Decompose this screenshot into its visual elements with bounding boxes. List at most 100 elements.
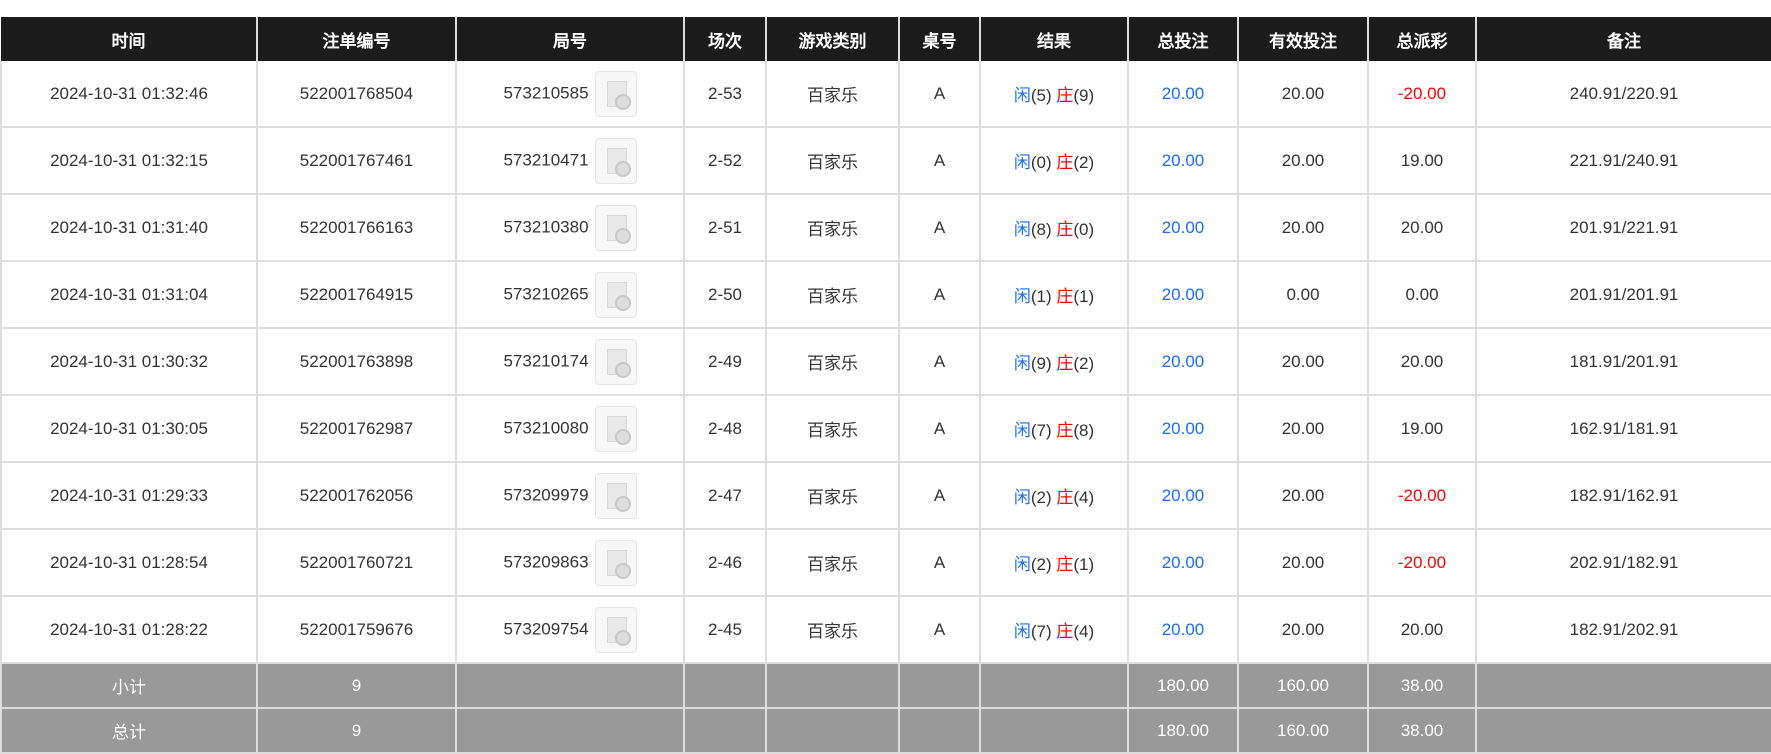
video-file-icon[interactable] bbox=[594, 405, 637, 452]
valid-bet-cell: 20.00 bbox=[1237, 194, 1369, 262]
player-label: 闲 bbox=[1013, 622, 1031, 641]
video-file-icon[interactable] bbox=[594, 606, 637, 653]
video-file-icon[interactable] bbox=[594, 137, 637, 184]
table-cell: A bbox=[898, 462, 981, 530]
header-row: 时间 注单编号 局号 场次 游戏类别 桌号 结果 总投注 有效投注 总派彩 备注 bbox=[1, 17, 1771, 61]
total-bet-cell: 20.00 bbox=[1127, 328, 1239, 396]
player-score: (8) bbox=[1030, 220, 1052, 239]
player-label: 闲 bbox=[1013, 555, 1031, 574]
session-cell: 2-50 bbox=[683, 261, 767, 329]
bet-id-cell: 522001764915 bbox=[256, 261, 457, 329]
player-label: 闲 bbox=[1013, 86, 1031, 105]
table-row: 2024-10-31 01:31:04 522001764915 5732102… bbox=[0, 261, 1771, 329]
video-file-icon[interactable] bbox=[594, 70, 637, 117]
banker-label: 庄 bbox=[1056, 421, 1074, 440]
valid-bet-cell: 20.00 bbox=[1237, 529, 1369, 597]
total-bet-cell: 20.00 bbox=[1127, 194, 1239, 262]
subtotal-row: 小计 9 180.00 160.00 38.00 bbox=[0, 663, 1771, 709]
total-bet-cell: 20.00 bbox=[1127, 261, 1239, 329]
banker-label: 庄 bbox=[1056, 86, 1074, 105]
result-cell: 闲(7) 庄(4) bbox=[979, 596, 1129, 664]
table-cell: A bbox=[898, 328, 981, 396]
table-row: 2024-10-31 01:30:05 522001762987 5732100… bbox=[0, 395, 1771, 463]
payout-cell: 20.00 bbox=[1367, 194, 1477, 262]
video-file-icon[interactable] bbox=[594, 204, 637, 251]
player-score: (0) bbox=[1030, 153, 1052, 172]
banker-score: (1) bbox=[1073, 287, 1095, 306]
bet-id-cell: 522001766163 bbox=[256, 194, 457, 262]
round-cell: 573210471 bbox=[455, 127, 685, 195]
note-cell: 240.91/220.91 bbox=[1475, 61, 1771, 128]
banker-label: 庄 bbox=[1056, 354, 1074, 373]
valid-bet-cell: 0.00 bbox=[1237, 261, 1369, 329]
result-cell: 闲(2) 庄(4) bbox=[979, 462, 1129, 530]
player-label: 闲 bbox=[1013, 153, 1031, 172]
table-row: 2024-10-31 01:32:46 522001768504 5732105… bbox=[0, 61, 1771, 128]
banker-score: (0) bbox=[1073, 220, 1095, 239]
player-label: 闲 bbox=[1013, 287, 1031, 306]
total-label: 总计 bbox=[0, 708, 258, 754]
note-cell: 162.91/181.91 bbox=[1475, 395, 1771, 463]
round-cell: 573210174 bbox=[455, 328, 685, 396]
bet-history-table: 时间 注单编号 局号 场次 游戏类别 桌号 结果 总投注 有效投注 总派彩 备注 2024-10-3… bbox=[0, 17, 1771, 754]
table-cell: A bbox=[898, 127, 981, 195]
session-cell: 2-49 bbox=[683, 328, 767, 396]
round-cell: 573209754 bbox=[455, 596, 685, 664]
time-cell: 2024-10-31 01:32:46 bbox=[0, 61, 258, 128]
time-cell: 2024-10-31 01:31:40 bbox=[0, 194, 258, 262]
valid-bet-cell: 20.00 bbox=[1237, 462, 1369, 530]
note-cell: 182.91/202.91 bbox=[1475, 596, 1771, 664]
player-score: (1) bbox=[1030, 287, 1052, 306]
player-score: (2) bbox=[1030, 555, 1052, 574]
total-total-bet: 180.00 bbox=[1127, 708, 1239, 754]
valid-bet-cell: 20.00 bbox=[1237, 395, 1369, 463]
result-cell: 闲(7) 庄(8) bbox=[979, 395, 1129, 463]
column-header: 局号 bbox=[456, 17, 685, 61]
table-cell: A bbox=[898, 596, 981, 664]
subtotal-payout: 38.00 bbox=[1367, 663, 1477, 709]
banker-score: (2) bbox=[1073, 354, 1095, 373]
round-number: 573210174 bbox=[503, 350, 589, 370]
result-cell: 闲(2) 庄(1) bbox=[979, 529, 1129, 597]
video-file-icon[interactable] bbox=[594, 271, 637, 318]
round-number: 573210265 bbox=[503, 283, 589, 303]
table-row: 2024-10-31 01:31:40 522001766163 5732103… bbox=[0, 194, 1771, 262]
banker-label: 庄 bbox=[1056, 220, 1074, 239]
note-cell: 221.91/240.91 bbox=[1475, 127, 1771, 195]
game-cell: 百家乐 bbox=[765, 395, 900, 463]
player-score: (7) bbox=[1030, 421, 1052, 440]
round-cell: 573210585 bbox=[455, 61, 685, 128]
table-row: 2024-10-31 01:28:22 522001759676 5732097… bbox=[0, 596, 1771, 664]
time-cell: 2024-10-31 01:28:22 bbox=[0, 596, 258, 664]
game-cell: 百家乐 bbox=[765, 127, 900, 195]
time-cell: 2024-10-31 01:30:32 bbox=[0, 328, 258, 396]
video-file-icon[interactable] bbox=[594, 472, 637, 519]
table-row: 2024-10-31 01:32:15 522001767461 5732104… bbox=[0, 127, 1771, 195]
video-file-icon[interactable] bbox=[594, 539, 637, 586]
table-cell: A bbox=[898, 395, 981, 463]
banker-score: (8) bbox=[1073, 421, 1095, 440]
player-label: 闲 bbox=[1013, 421, 1031, 440]
table-cell: A bbox=[898, 261, 981, 329]
payout-cell: 20.00 bbox=[1367, 596, 1477, 664]
subtotal-total-bet: 180.00 bbox=[1127, 663, 1239, 709]
session-cell: 2-46 bbox=[683, 529, 767, 597]
session-cell: 2-51 bbox=[683, 194, 767, 262]
column-header: 结果 bbox=[980, 17, 1129, 61]
video-file-icon[interactable] bbox=[594, 338, 637, 385]
total-count: 9 bbox=[256, 708, 457, 754]
time-cell: 2024-10-31 01:31:04 bbox=[0, 261, 258, 329]
round-number: 573210380 bbox=[503, 216, 589, 236]
round-number: 573210585 bbox=[503, 82, 589, 102]
result-cell: 闲(0) 庄(2) bbox=[979, 127, 1129, 195]
banker-score: (2) bbox=[1073, 153, 1095, 172]
session-cell: 2-52 bbox=[683, 127, 767, 195]
result-cell: 闲(5) 庄(9) bbox=[979, 61, 1129, 128]
time-cell: 2024-10-31 01:30:05 bbox=[0, 395, 258, 463]
note-cell: 182.91/162.91 bbox=[1475, 462, 1771, 530]
column-header: 场次 bbox=[684, 17, 767, 61]
round-number: 573210080 bbox=[503, 417, 589, 437]
round-cell: 573210380 bbox=[455, 194, 685, 262]
game-cell: 百家乐 bbox=[765, 61, 900, 128]
column-header: 备注 bbox=[1476, 17, 1771, 61]
